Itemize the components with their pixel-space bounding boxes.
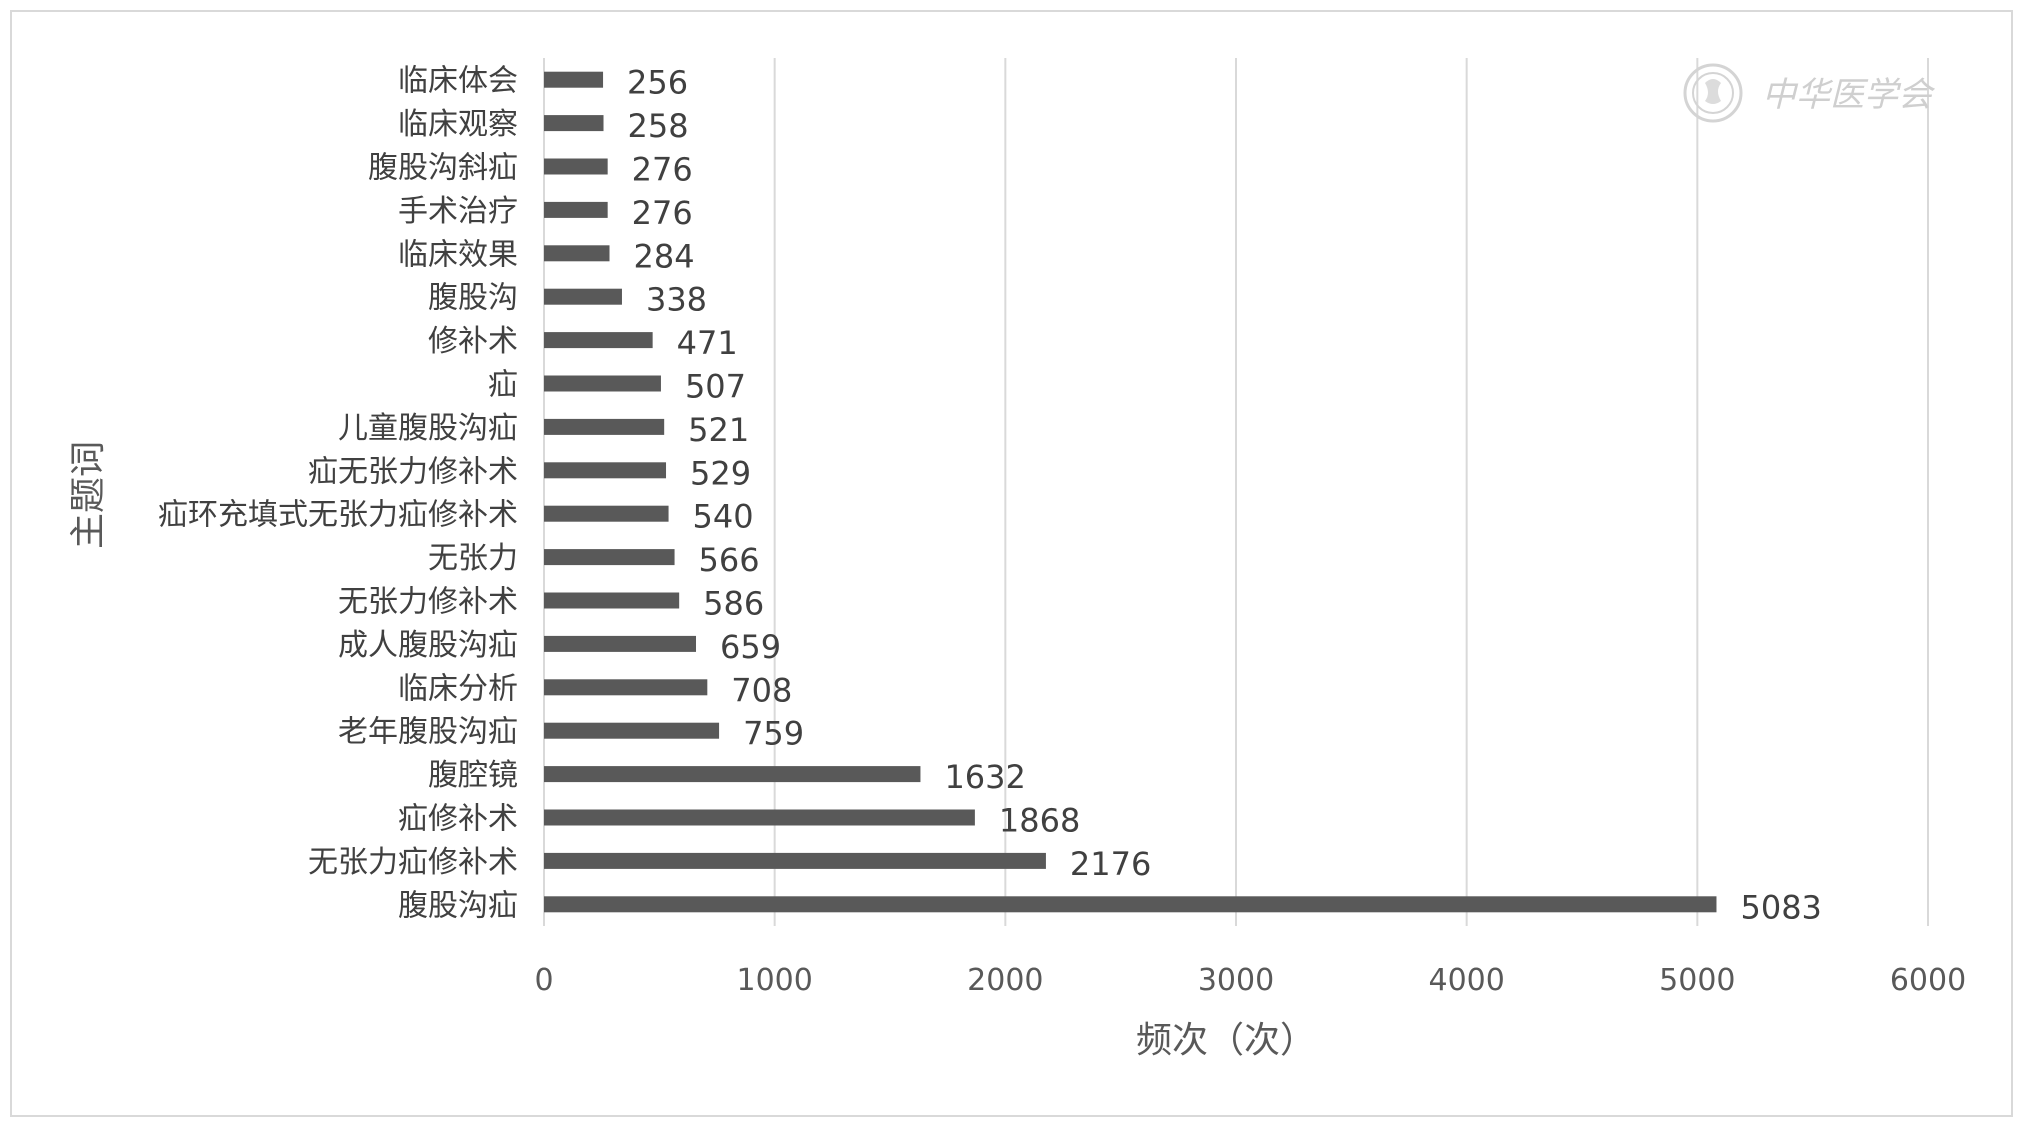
- bar: [544, 505, 669, 522]
- bar: [544, 722, 720, 739]
- bar: [544, 679, 708, 696]
- category-label: 腹腔镜: [428, 758, 518, 793]
- x-tick-labels: 0 1000 2000 3000 4000 5000 6000: [534, 963, 1966, 998]
- category-label: 疝: [488, 368, 518, 403]
- category-label: 手术治疗: [398, 194, 518, 229]
- category-label: 腹股沟疝: [398, 888, 518, 923]
- value-label: 471: [677, 324, 738, 362]
- bar: [544, 852, 1046, 869]
- bar: [544, 201, 608, 218]
- category-label: 儿童腹股沟疝: [338, 411, 518, 446]
- bars: [544, 71, 1717, 913]
- value-label: 284: [634, 237, 695, 275]
- category-label: 疝修补术: [398, 802, 518, 837]
- value-label: 1632: [944, 758, 1025, 796]
- bar: [544, 809, 975, 826]
- bar: [544, 375, 661, 392]
- bar: [544, 549, 675, 566]
- watermark: 中华医学会: [1683, 63, 1936, 123]
- value-label: 256: [627, 64, 688, 102]
- cma-seal-icon: [1683, 63, 1743, 123]
- x-tick-label: 6000: [1890, 963, 1966, 998]
- value-label: 708: [731, 671, 792, 709]
- bar: [544, 462, 667, 479]
- value-label: 566: [699, 541, 760, 579]
- value-label: 276: [632, 151, 693, 189]
- category-label: 无张力修补术: [338, 585, 518, 620]
- bar: [544, 71, 604, 88]
- category-label: 无张力: [428, 541, 518, 576]
- category-label: 疝环充填式无张力疝修补术: [158, 498, 518, 533]
- bar: [544, 245, 610, 262]
- bar: [544, 158, 608, 175]
- category-label: 临床体会: [398, 64, 518, 99]
- value-labels: 5083 2176 1868 1632 759 708 659 586 566 540 529 521…: [627, 64, 1822, 927]
- watermark-text: 中华医学会: [1762, 75, 1936, 115]
- value-label: 521: [688, 411, 749, 449]
- category-label: 临床效果: [398, 237, 518, 272]
- category-label: 无张力疝修补术: [308, 845, 518, 880]
- value-label: 759: [743, 715, 804, 753]
- bar: [544, 592, 680, 609]
- category-label: 成人腹股沟疝: [338, 628, 518, 663]
- x-tick-label: 5000: [1659, 963, 1735, 998]
- category-label: 临床分析: [398, 671, 518, 706]
- value-label: 276: [632, 194, 693, 232]
- x-tick-label: 2000: [967, 963, 1043, 998]
- x-axis-title: 频次（次）: [1136, 1020, 1316, 1061]
- x-tick-label: 1000: [736, 963, 812, 998]
- bar: [544, 418, 665, 435]
- bar: [544, 115, 604, 132]
- bar: [544, 896, 1717, 913]
- value-label: 529: [690, 454, 751, 492]
- bar: [544, 288, 622, 305]
- value-label: 5083: [1740, 888, 1821, 926]
- value-label: 258: [628, 107, 689, 145]
- category-label: 腹股沟: [428, 281, 518, 316]
- category-label: 疝无张力修补术: [308, 454, 518, 489]
- bar: [544, 766, 921, 783]
- category-label: 老年腹股沟疝: [338, 715, 518, 750]
- category-label: 腹股沟斜疝: [368, 151, 518, 186]
- bar: [544, 332, 653, 349]
- value-label: 338: [646, 281, 707, 319]
- category-labels: 腹股沟疝无张力疝修补术疝修补术腹腔镜老年腹股沟疝临床分析成人腹股沟疝无张力修补术…: [158, 64, 518, 924]
- bar: [544, 635, 697, 652]
- value-label: 540: [693, 498, 754, 536]
- value-label: 586: [703, 585, 764, 623]
- x-tick-label: 0: [534, 963, 553, 998]
- value-label: 507: [685, 368, 746, 406]
- x-tick-label: 3000: [1198, 963, 1274, 998]
- grid-lines: [543, 58, 1929, 926]
- category-label: 修补术: [428, 324, 518, 359]
- value-label: 1868: [999, 802, 1080, 840]
- value-label: 659: [720, 628, 781, 666]
- x-tick-label: 4000: [1428, 963, 1504, 998]
- value-label: 2176: [1070, 845, 1151, 883]
- category-label: 临床观察: [398, 107, 518, 142]
- y-axis-title: 主题词: [68, 441, 109, 549]
- chart-frame: [10, 10, 2013, 1117]
